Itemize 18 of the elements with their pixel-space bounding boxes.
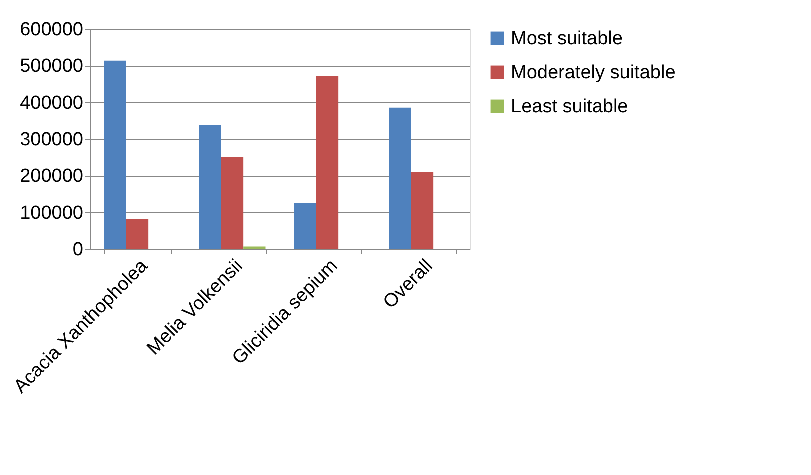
- legend-label: Most suitable: [511, 28, 623, 50]
- legend-label: Moderately suitable: [511, 62, 676, 84]
- y-tick-label: 400000: [20, 92, 84, 114]
- bar: [221, 156, 244, 249]
- y-tick-label: 200000: [20, 166, 84, 188]
- bar: [294, 203, 316, 249]
- y-tick-label: 0: [72, 240, 84, 260]
- y-tick-label: 500000: [20, 56, 84, 78]
- bar: [104, 60, 126, 249]
- bar: [316, 76, 339, 249]
- y-tick-label: 100000: [20, 202, 84, 224]
- y-tick-label: 300000: [20, 130, 84, 150]
- legend-label: Least suitable: [511, 96, 628, 118]
- bar: [126, 219, 149, 249]
- bar: [389, 108, 412, 249]
- y-tick-label: 600000: [20, 20, 84, 40]
- bar: [199, 125, 222, 249]
- bar: [411, 172, 434, 249]
